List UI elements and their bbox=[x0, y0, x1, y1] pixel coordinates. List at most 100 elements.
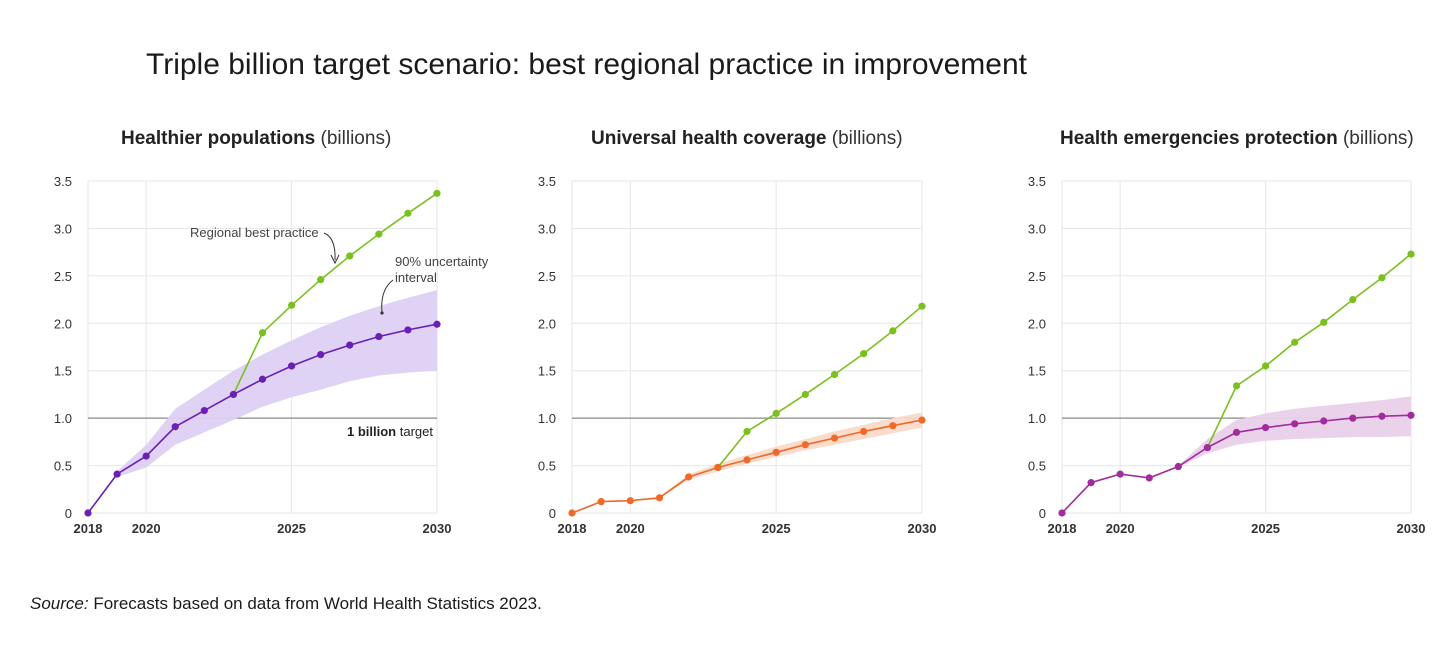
y-tick-label: 3.5 bbox=[54, 174, 72, 189]
panel-title-health-emergencies-protection: Health emergencies protection (billions) bbox=[1060, 128, 1414, 150]
data-point-forecast bbox=[287, 362, 296, 370]
annotation-uncertainty: 90% uncertainty bbox=[395, 254, 489, 269]
data-point-forecast bbox=[1174, 462, 1182, 471]
y-tick-label: 1.0 bbox=[54, 411, 72, 426]
data-point-forecast bbox=[1261, 424, 1270, 432]
panel-title-main: Universal health coverage bbox=[591, 128, 827, 149]
y-tick-label: 0 bbox=[65, 506, 72, 521]
data-point-forecast bbox=[626, 497, 634, 505]
data-point-best-practice bbox=[1291, 338, 1299, 346]
y-tick-label: 1.0 bbox=[1028, 411, 1046, 426]
target-label: 1 billion target bbox=[347, 424, 433, 439]
data-point-forecast bbox=[346, 341, 354, 349]
y-tick-label: 0.5 bbox=[54, 459, 72, 474]
data-point-forecast bbox=[860, 427, 868, 436]
data-point-forecast bbox=[1407, 411, 1415, 419]
annotation-arrow bbox=[381, 279, 394, 313]
data-point-forecast bbox=[1291, 420, 1299, 428]
annotation-arrow bbox=[323, 232, 336, 261]
annotation-arrowhead bbox=[330, 254, 340, 265]
data-point-best-practice bbox=[1378, 274, 1386, 282]
data-point-best-practice bbox=[346, 252, 354, 260]
source-note: Source: Forecasts based on data from Wor… bbox=[30, 594, 542, 614]
x-tick-label: 2030 bbox=[908, 521, 937, 536]
data-point-forecast bbox=[1116, 470, 1124, 478]
y-tick-label: 2.5 bbox=[54, 269, 72, 284]
data-point-best-practice bbox=[1407, 250, 1415, 258]
panel-title-main: Healthier populations bbox=[121, 128, 316, 149]
data-point-best-practice bbox=[743, 427, 751, 436]
data-point-forecast bbox=[142, 452, 150, 460]
data-point-forecast bbox=[1349, 414, 1357, 422]
y-tick-label: 0.5 bbox=[1028, 459, 1046, 474]
data-point-best-practice bbox=[1349, 295, 1357, 304]
data-point-forecast bbox=[889, 422, 897, 430]
data-point-forecast bbox=[1087, 479, 1095, 487]
uncertainty-band bbox=[117, 290, 437, 477]
data-point-best-practice bbox=[287, 301, 296, 309]
y-tick-label: 2.0 bbox=[538, 316, 556, 331]
data-point-forecast bbox=[317, 350, 325, 359]
data-point-best-practice bbox=[860, 350, 868, 358]
y-tick-label: 2.5 bbox=[1028, 269, 1046, 284]
x-tick-label: 2018 bbox=[74, 521, 103, 536]
panel-title-main: Health emergencies protection bbox=[1060, 128, 1338, 149]
data-point-forecast bbox=[918, 416, 926, 424]
y-tick-label: 3.0 bbox=[538, 221, 556, 236]
data-point-best-practice bbox=[772, 409, 780, 417]
y-tick-label: 0 bbox=[549, 506, 556, 521]
chart-title: Triple billion target scenario: best reg… bbox=[146, 48, 1027, 81]
data-point-best-practice bbox=[918, 302, 926, 310]
data-point-forecast bbox=[772, 448, 780, 456]
data-point-best-practice bbox=[375, 230, 383, 238]
y-tick-label: 2.5 bbox=[538, 269, 556, 284]
panel-title-unit: (billions) bbox=[831, 128, 903, 149]
x-tick-label: 2020 bbox=[1106, 521, 1135, 536]
source-label: Source: bbox=[30, 594, 89, 613]
y-tick-label: 3.5 bbox=[1028, 174, 1046, 189]
data-point-forecast bbox=[655, 494, 664, 502]
data-point-forecast bbox=[743, 456, 751, 464]
data-point-best-practice bbox=[830, 370, 839, 379]
y-tick-label: 3.5 bbox=[538, 174, 556, 189]
y-tick-label: 0 bbox=[1039, 506, 1046, 521]
annotation-uncertainty-interval: interval bbox=[395, 270, 437, 285]
x-tick-label: 2025 bbox=[277, 521, 306, 536]
data-point-forecast bbox=[258, 375, 267, 383]
data-point-best-practice bbox=[801, 390, 809, 399]
series-line-best-practice bbox=[232, 192, 438, 395]
x-tick-label: 2018 bbox=[558, 521, 587, 536]
data-point-forecast bbox=[597, 498, 605, 506]
y-tick-label: 3.0 bbox=[1028, 221, 1046, 236]
data-point-best-practice bbox=[889, 327, 897, 335]
panel-title-healthier-populations: Healthier populations (billions) bbox=[121, 128, 391, 150]
panel-title-universal-health-coverage: Universal health coverage (billions) bbox=[591, 128, 903, 150]
data-point-forecast bbox=[830, 434, 839, 442]
annotation-best-practice: Regional best practice bbox=[190, 225, 319, 240]
x-tick-label: 2020 bbox=[616, 521, 645, 536]
data-point-best-practice bbox=[404, 209, 412, 217]
panel-universal-health-coverage: 0 0.5 1.0 1.5 2.0 2.5 3.0 3.5 2018 2020 2025 2030 bbox=[538, 174, 937, 536]
data-point-best-practice bbox=[317, 276, 325, 284]
data-point-forecast bbox=[84, 509, 92, 517]
data-point-forecast bbox=[1232, 428, 1241, 436]
data-point-best-practice bbox=[258, 329, 267, 337]
x-tick-label: 2018 bbox=[1048, 521, 1077, 536]
panel-title-unit: (billions) bbox=[1342, 128, 1414, 149]
data-point-forecast bbox=[568, 509, 576, 517]
x-tick-label: 2025 bbox=[762, 521, 791, 536]
data-point-forecast bbox=[171, 423, 179, 431]
data-point-best-practice bbox=[1320, 318, 1328, 326]
target-label-bold: 1 billion bbox=[347, 424, 396, 439]
data-point-best-practice bbox=[1232, 382, 1241, 390]
panel-health-emergencies-protection: 0 0.5 1.0 1.5 2.0 2.5 3.0 3.5 2018 2020 2025 2030 bbox=[1028, 174, 1426, 536]
uncertainty-band bbox=[659, 412, 922, 498]
data-point-forecast bbox=[714, 463, 722, 472]
annotation-arrow-tip bbox=[380, 311, 384, 315]
y-tick-label: 1.0 bbox=[538, 411, 556, 426]
y-tick-label: 1.5 bbox=[1028, 364, 1046, 379]
y-tick-label: 0.5 bbox=[538, 459, 556, 474]
y-tick-label: 1.5 bbox=[538, 364, 556, 379]
y-tick-label: 3.0 bbox=[54, 221, 72, 236]
